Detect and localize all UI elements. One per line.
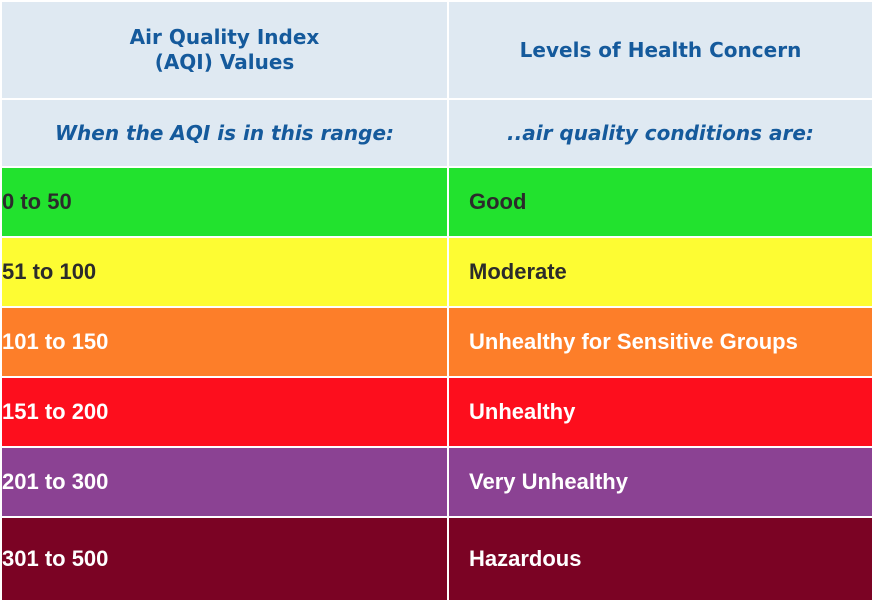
- aqi-range-cell: 101 to 150: [0, 306, 449, 378]
- aqi-row-sensitive: 101 to 150 Unhealthy for Sensitive Group…: [0, 306, 872, 378]
- health-level-cell: Good: [447, 166, 872, 238]
- header-aqi-values-line1: Air Quality Index: [129, 25, 320, 49]
- health-level-cell: Very Unhealthy: [447, 446, 872, 518]
- health-level-cell: Hazardous: [447, 516, 872, 602]
- subheader-range: When the AQI is in this range:: [0, 98, 449, 168]
- aqi-range-cell: 0 to 50: [0, 166, 449, 238]
- health-level-cell: Moderate: [447, 236, 872, 308]
- header-aqi-values: Air Quality Index (AQI) Values: [0, 0, 449, 100]
- header-health-concern: Levels of Health Concern: [447, 0, 872, 100]
- aqi-row-moderate: 51 to 100 Moderate: [0, 236, 872, 308]
- aqi-range-cell: 151 to 200: [0, 376, 449, 448]
- header-row: Air Quality Index (AQI) Values Levels of…: [0, 0, 872, 100]
- subheader-row: When the AQI is in this range: ..air qua…: [0, 98, 872, 168]
- aqi-row-hazardous: 301 to 500 Hazardous: [0, 516, 872, 602]
- aqi-row-unhealthy: 151 to 200 Unhealthy: [0, 376, 872, 448]
- subheader-conditions: ..air quality conditions are:: [447, 98, 872, 168]
- health-level-cell: Unhealthy: [447, 376, 872, 448]
- health-level-cell: Unhealthy for Sensitive Groups: [447, 306, 872, 378]
- header-aqi-values-line2: (AQI) Values: [154, 50, 295, 74]
- aqi-range-cell: 301 to 500: [0, 516, 449, 602]
- aqi-range-cell: 201 to 300: [0, 446, 449, 518]
- aqi-range-cell: 51 to 100: [0, 236, 449, 308]
- aqi-row-very-unhealthy: 201 to 300 Very Unhealthy: [0, 446, 872, 518]
- aqi-row-good: 0 to 50 Good: [0, 166, 872, 238]
